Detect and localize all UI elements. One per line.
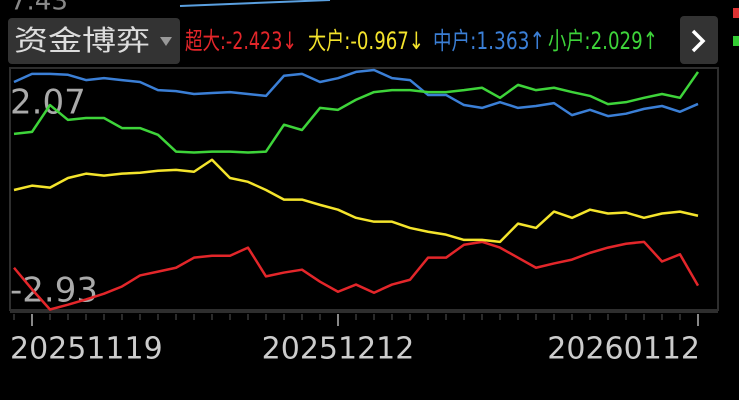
legend-entry: 大户:-0.967↓ <box>308 27 424 55</box>
legend-entry: 超大:-2.423↓ <box>185 27 297 55</box>
x-tick-label: 20251119 <box>10 332 163 367</box>
legend-value: -2.423 <box>226 27 282 55</box>
dropdown-box[interactable] <box>8 18 180 64</box>
legend-trend: ↓ <box>409 27 424 55</box>
y-tick-label: 2.07 <box>10 83 86 123</box>
indicator-dropdown[interactable]: 资金博弈 <box>8 18 180 64</box>
series-line <box>13 240 700 311</box>
legend-name: 大户 <box>308 27 344 55</box>
upper-panel-label: 7.43 <box>10 0 68 17</box>
legend-value: -0.967 <box>350 27 408 55</box>
series-line <box>13 71 700 154</box>
next-icon <box>691 29 706 53</box>
legend-separator: : <box>220 27 226 55</box>
y-tick-label: -2.93 <box>10 271 98 311</box>
legend-trend: ↑ <box>643 27 658 55</box>
legend-entry: 中户:1.363↑ <box>433 27 545 55</box>
legend-separator: : <box>470 27 476 55</box>
upper-panel-line <box>179 0 331 7</box>
legend-trend: ↓ <box>282 27 297 55</box>
x-tick-label: 20260112 <box>547 332 700 367</box>
edge-marker <box>733 8 739 18</box>
legend-value: 2.029 <box>591 27 643 55</box>
legend-trend: ↑ <box>529 27 545 55</box>
series-line <box>13 68 699 118</box>
legend-entry: 小户:2.029↑ <box>548 27 658 55</box>
x-tick-label: 20251212 <box>262 332 415 367</box>
legend-name: 中户 <box>433 27 470 55</box>
plot-frame <box>9 67 719 311</box>
dropdown-arrow <box>160 37 172 46</box>
legend-name: 超大 <box>185 27 220 55</box>
edge-marker <box>733 36 739 46</box>
legend-value: 1.363 <box>476 27 529 55</box>
dropdown-label[interactable]: 资金博弈 <box>14 24 150 57</box>
legend-name: 小户 <box>548 27 584 55</box>
legend-separator: : <box>584 27 590 55</box>
series-line <box>13 158 699 244</box>
next-button[interactable] <box>680 16 718 64</box>
next-button-box[interactable] <box>680 16 718 64</box>
legend-separator: : <box>344 27 350 55</box>
